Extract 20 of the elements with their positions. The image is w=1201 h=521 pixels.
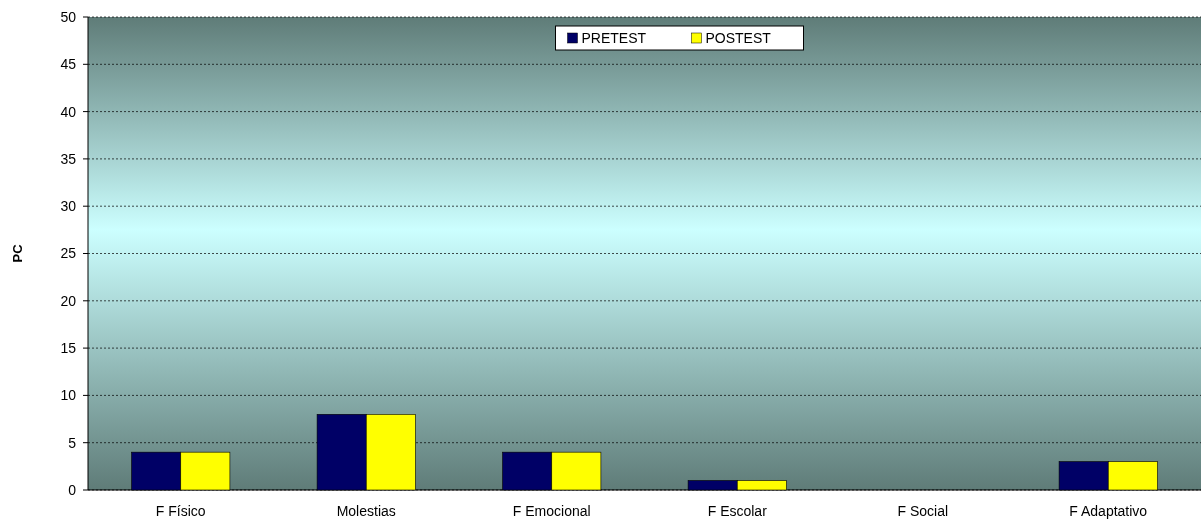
y-tick-label: 10 bbox=[60, 387, 77, 404]
y-tick-label: 50 bbox=[60, 8, 77, 25]
y-tick-label: 5 bbox=[68, 434, 77, 451]
y-axis-title: PC bbox=[10, 243, 25, 263]
legend-label: POSTEST bbox=[705, 29, 772, 46]
y-tick-label: 15 bbox=[60, 340, 77, 356]
x-tick-label: F Emocional bbox=[512, 503, 591, 519]
y-tick-label: 0 bbox=[68, 481, 77, 498]
y-tick-label: 25 bbox=[60, 245, 77, 262]
y-tick-label: 45 bbox=[60, 56, 77, 73]
x-tick-label: F Adaptativo bbox=[1069, 503, 1148, 519]
x-tick-label: F Social bbox=[897, 503, 949, 519]
x-tick-label: Molestias bbox=[336, 503, 396, 519]
y-tick-label: 40 bbox=[60, 103, 77, 120]
x-tick-label: F Físico bbox=[155, 503, 206, 519]
y-tick-label: 20 bbox=[60, 292, 77, 309]
y-tick-label: 35 bbox=[60, 150, 77, 167]
legend-label: PRETEST bbox=[581, 29, 647, 46]
x-tick-label: F Escolar bbox=[707, 503, 768, 519]
y-tick-label: 30 bbox=[60, 198, 77, 215]
